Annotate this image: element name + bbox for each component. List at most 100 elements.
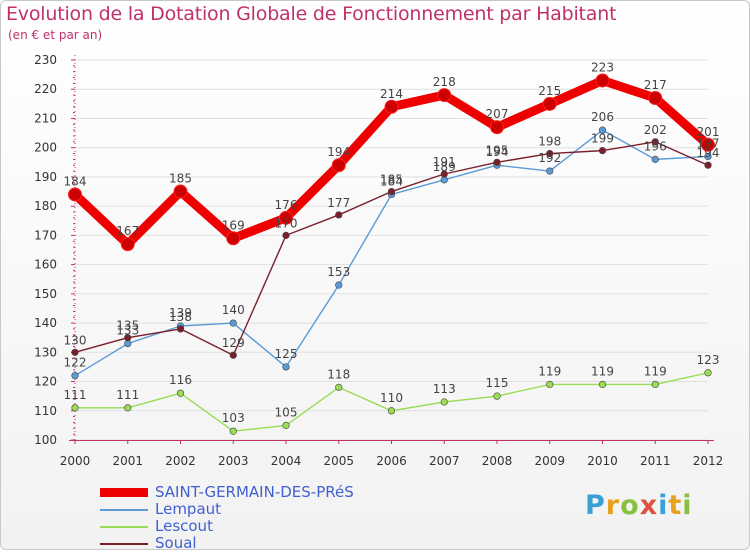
data-label: 167 bbox=[116, 224, 139, 238]
data-point bbox=[282, 421, 290, 429]
x-tick-label: 2010 bbox=[587, 454, 618, 468]
legend-label: SAINT-GERMAIN-DES-PRéS bbox=[155, 483, 354, 501]
data-label: 135 bbox=[116, 319, 139, 333]
data-label: 214 bbox=[380, 87, 403, 101]
data-label: 202 bbox=[644, 123, 667, 137]
logo-letter: P bbox=[585, 490, 606, 521]
data-point bbox=[387, 407, 396, 415]
x-tick-label: 2012 bbox=[693, 454, 724, 468]
data-label: 201 bbox=[697, 125, 720, 139]
data-label: 119 bbox=[538, 364, 561, 378]
data-label: 199 bbox=[591, 132, 614, 146]
data-label: 184 bbox=[64, 174, 87, 188]
data-point bbox=[546, 380, 554, 389]
data-point bbox=[282, 363, 290, 371]
data-label: 111 bbox=[116, 388, 139, 402]
data-point bbox=[701, 137, 715, 152]
x-tick-label: 2002 bbox=[165, 454, 196, 468]
logo-letter: i bbox=[658, 490, 669, 521]
legend-label: Soual bbox=[155, 534, 197, 552]
x-tick-label: 2011 bbox=[640, 454, 671, 468]
data-point bbox=[704, 152, 712, 161]
logo-letter: o bbox=[620, 490, 640, 521]
data-point bbox=[335, 383, 343, 391]
data-point bbox=[229, 319, 237, 327]
data-point bbox=[651, 138, 659, 146]
data-label: 139 bbox=[169, 306, 192, 320]
data-label: 111 bbox=[64, 388, 87, 402]
legend-label: Lescout bbox=[155, 517, 213, 535]
data-label: 215 bbox=[538, 84, 561, 98]
proxiti-logo: Proxiti bbox=[585, 490, 693, 521]
logo-letter: r bbox=[605, 490, 621, 521]
data-label: 185 bbox=[380, 173, 403, 187]
legend-label: Lempaut bbox=[155, 500, 222, 518]
data-point bbox=[229, 427, 237, 435]
data-label: 217 bbox=[644, 78, 667, 92]
x-tick-label: 2008 bbox=[482, 454, 513, 468]
chart-title: Evolution de la Dotation Globale de Fonc… bbox=[6, 3, 617, 25]
data-labels: 1841671851691761942142182072152232172011… bbox=[64, 60, 720, 425]
y-tick-label: 130 bbox=[34, 345, 57, 359]
y-tick-label: 100 bbox=[34, 433, 57, 447]
data-label: 116 bbox=[169, 373, 192, 387]
y-tick-label: 220 bbox=[34, 82, 57, 96]
data-point bbox=[176, 325, 185, 333]
data-point bbox=[68, 187, 82, 202]
data-point bbox=[542, 96, 557, 111]
data-point bbox=[704, 161, 712, 169]
data-label: 192 bbox=[538, 151, 561, 165]
data-point bbox=[440, 398, 448, 406]
data-point bbox=[229, 351, 237, 359]
x-tick-label: 2003 bbox=[218, 454, 249, 468]
data-label: 129 bbox=[222, 336, 245, 350]
y-tick-label: 190 bbox=[34, 170, 57, 184]
data-label: 207 bbox=[486, 107, 509, 121]
data-point bbox=[490, 120, 504, 135]
data-point bbox=[384, 99, 399, 114]
y-tick-label: 110 bbox=[34, 404, 57, 418]
data-point bbox=[124, 334, 132, 342]
x-tick-label: 2001 bbox=[112, 454, 143, 468]
data-label: 169 bbox=[222, 218, 245, 232]
data-label: 197 bbox=[697, 136, 720, 150]
data-label: 223 bbox=[591, 60, 614, 74]
data-label: 113 bbox=[433, 382, 456, 396]
data-label: 130 bbox=[64, 333, 87, 347]
data-label: 119 bbox=[591, 364, 614, 378]
legend-swatch bbox=[100, 526, 148, 528]
data-label: 138 bbox=[169, 310, 192, 324]
data-label: 194 bbox=[697, 146, 720, 160]
y-tick-label: 230 bbox=[34, 53, 57, 67]
logo-letter: i bbox=[682, 490, 693, 521]
data-point bbox=[493, 158, 501, 166]
data-label: 118 bbox=[327, 367, 350, 381]
data-point bbox=[493, 392, 501, 400]
legend-swatch bbox=[100, 488, 148, 497]
data-point bbox=[282, 231, 290, 239]
data-label: 170 bbox=[275, 216, 298, 230]
data-point bbox=[71, 372, 79, 380]
series-line bbox=[74, 129, 709, 377]
data-point bbox=[648, 91, 663, 105]
x-tick-label: 2006 bbox=[376, 454, 407, 468]
data-label: 194 bbox=[327, 145, 350, 159]
y-tick-label: 200 bbox=[34, 141, 57, 155]
y-tick-label: 170 bbox=[34, 228, 57, 242]
grid-lines bbox=[75, 59, 708, 441]
y-tick-label: 210 bbox=[34, 111, 57, 125]
data-point bbox=[279, 210, 293, 225]
y-tick-label: 160 bbox=[34, 258, 57, 272]
data-point bbox=[335, 211, 343, 219]
data-point bbox=[176, 389, 185, 397]
data-label: 198 bbox=[538, 135, 561, 149]
data-label: 185 bbox=[169, 172, 192, 186]
data-point bbox=[440, 170, 448, 178]
data-point bbox=[387, 187, 396, 196]
y-tick-label: 150 bbox=[34, 287, 57, 301]
data-label: 133 bbox=[116, 324, 139, 338]
logo-letter: x bbox=[639, 490, 659, 521]
data-label: 176 bbox=[275, 198, 298, 212]
data-label: 218 bbox=[433, 75, 456, 89]
